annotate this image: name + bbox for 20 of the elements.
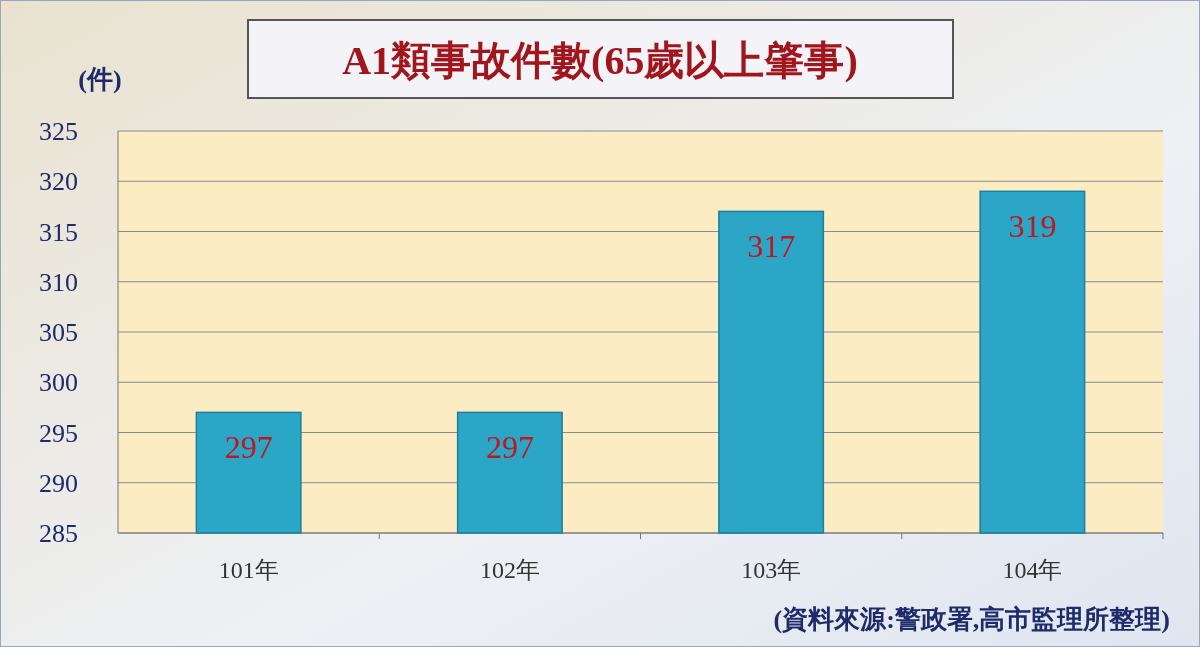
x-tick-label: 104年 xyxy=(1002,557,1063,583)
x-tick-label: 103年 xyxy=(741,557,802,583)
y-tick-label: 325 xyxy=(39,117,78,146)
data-label: 319 xyxy=(1008,208,1057,245)
x-tick-label: 102年 xyxy=(479,557,540,583)
data-label: 297 xyxy=(224,429,273,466)
data-label: 297 xyxy=(485,429,534,466)
chart-title: A1類事故件數(65歲以上肇事) xyxy=(342,38,858,83)
y-tick-label: 320 xyxy=(39,167,78,197)
y-tick-label: 285 xyxy=(39,519,78,548)
y-tick-label: 300 xyxy=(39,368,78,398)
y-tick-label: 295 xyxy=(39,418,78,448)
y-tick-label: 315 xyxy=(39,217,78,247)
x-tick-label: 101年 xyxy=(218,557,279,583)
data-label: 317 xyxy=(747,228,796,265)
text: (資料來源:警政署,高市監理所整理) xyxy=(773,605,1170,634)
y-tick-label: 290 xyxy=(39,468,78,498)
y-axis-title: (件) xyxy=(78,65,122,94)
y-tick-label: 305 xyxy=(39,318,78,347)
y-tick-label: 310 xyxy=(39,267,78,297)
